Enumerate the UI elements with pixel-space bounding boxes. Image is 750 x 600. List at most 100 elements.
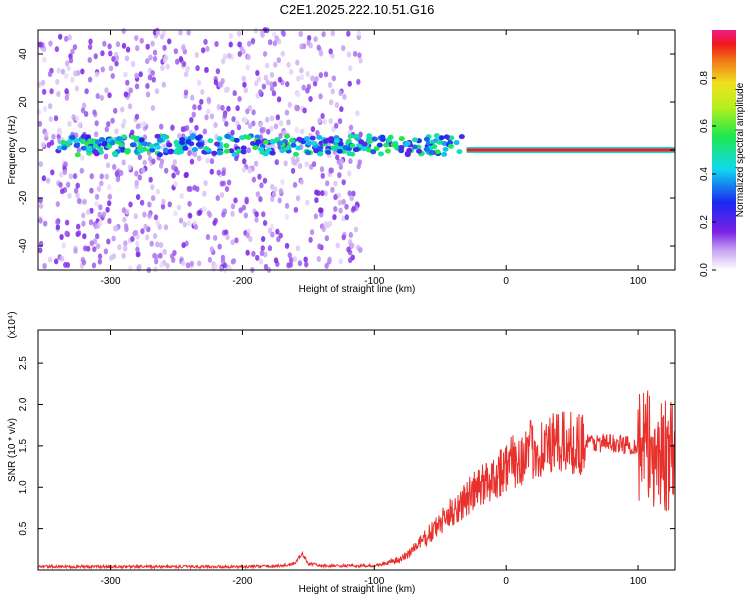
heatmap-cell [118, 142, 125, 148]
heatmap-cell [254, 216, 259, 223]
heatmap-cell [151, 76, 156, 83]
heatmap-cell [135, 123, 141, 130]
heatmap-cell [230, 239, 235, 246]
heatmap-cell [72, 44, 78, 51]
heatmap-cell [125, 79, 130, 86]
heatmap-cell [182, 221, 188, 228]
heatmap-cell [295, 245, 301, 252]
heatmap-cell [398, 136, 405, 142]
heatmap-cell [152, 252, 157, 259]
heatmap-cell [219, 180, 225, 187]
heatmap-cell [317, 145, 324, 151]
heatmap-cell [299, 74, 305, 81]
heatmap-cell [236, 124, 242, 131]
heatmap-cell [331, 75, 337, 82]
heatmap-cell [190, 133, 197, 139]
heatmap-cell [109, 254, 114, 261]
heatmap-cell [213, 263, 218, 270]
heatmap-cell [226, 179, 232, 186]
heatmap-cell [161, 81, 167, 88]
heatmap-cell [255, 191, 261, 198]
heatmap-cell [127, 164, 132, 171]
heatmap-cell [42, 56, 47, 63]
heatmap-cell [224, 133, 231, 139]
heatmap-cell [162, 44, 167, 51]
heatmap-cell [54, 46, 60, 53]
heatmap-cell [55, 201, 61, 208]
heatmap-cell [207, 138, 214, 144]
heatmap-cell [241, 48, 246, 55]
heatmap-cell [316, 44, 321, 51]
heatmap-cell [150, 69, 155, 76]
heatmap-cell [321, 31, 326, 38]
heatmap-cell [147, 155, 153, 162]
heatmap-cell [299, 178, 304, 185]
heatmap-cell [215, 195, 220, 202]
heatmap-cell [65, 60, 70, 67]
y-tick-label: 1.0 [18, 480, 29, 494]
colorbar-tick-label: 0.6 [699, 119, 710, 133]
heatmap-cell [183, 89, 189, 96]
heatmap-cell [187, 150, 192, 157]
heatmap-cell [65, 181, 71, 188]
heatmap-cell [205, 108, 211, 115]
heatmap-cell [158, 252, 163, 259]
heatmap-cell [263, 139, 270, 145]
heatmap-cell [186, 220, 192, 227]
heatmap-cell [292, 181, 298, 188]
heatmap-cell [311, 161, 317, 168]
heatmap-cell [243, 117, 248, 124]
heatmap-cell [288, 256, 294, 263]
heatmap-cell [82, 198, 87, 205]
snr-y-ticks: 0.5 1.0 1.5 2.0 2.5 [18, 356, 675, 536]
heatmap-cell [92, 149, 99, 155]
heatmap-cell [223, 87, 229, 94]
heatmap-cell [278, 120, 284, 127]
heatmap-cell [248, 236, 253, 243]
heatmap-cell [135, 194, 141, 201]
heatmap-cells [36, 27, 675, 273]
heatmap-cell [233, 137, 240, 143]
heatmap-cell [259, 250, 265, 257]
heatmap-cell [306, 140, 313, 146]
heatmap-cell [150, 184, 155, 191]
heatmap-cell [93, 223, 99, 230]
heatmap-cell [66, 65, 71, 72]
heatmap-cell [215, 68, 221, 75]
heatmap-cell [203, 146, 210, 152]
heatmap-cell [128, 87, 134, 94]
heatmap-cell [49, 139, 55, 146]
heatmap-cell [284, 213, 290, 220]
heatmap-cell [150, 195, 156, 202]
heatmap-cell [251, 109, 256, 116]
heatmap-cell [73, 247, 78, 254]
heatmap-cell [203, 139, 208, 146]
heatmap-cell [339, 158, 345, 165]
x-tick-label: -300 [101, 576, 121, 587]
heatmap-cell [97, 146, 104, 152]
heatmap-cell [148, 176, 153, 183]
heatmap-cell [315, 130, 320, 137]
heatmap-cell [330, 88, 335, 95]
heatmap-cell [96, 185, 102, 192]
heatmap-cell [64, 94, 70, 101]
heatmap-cell [121, 134, 128, 140]
heatmap-cell [341, 179, 346, 186]
heatmap-cell [47, 103, 53, 110]
heatmap-cell [145, 91, 151, 98]
heatmap-cell [220, 58, 226, 65]
heatmap-cell [105, 162, 111, 169]
heatmap-cell [68, 173, 73, 180]
heatmap-cell [107, 218, 112, 225]
heatmap-cell [434, 149, 441, 155]
heatmap-cell [135, 246, 140, 253]
heatmap-cell [79, 167, 85, 174]
heatmap-cell [111, 163, 117, 170]
heatmap-cell [250, 37, 256, 44]
heatmap-cell [140, 228, 145, 235]
heatmap-cell [74, 115, 80, 122]
heatmap-cell [384, 148, 391, 154]
heatmap-cell [305, 199, 310, 206]
heatmap-cell [92, 109, 97, 116]
heatmap-cell [284, 109, 290, 116]
